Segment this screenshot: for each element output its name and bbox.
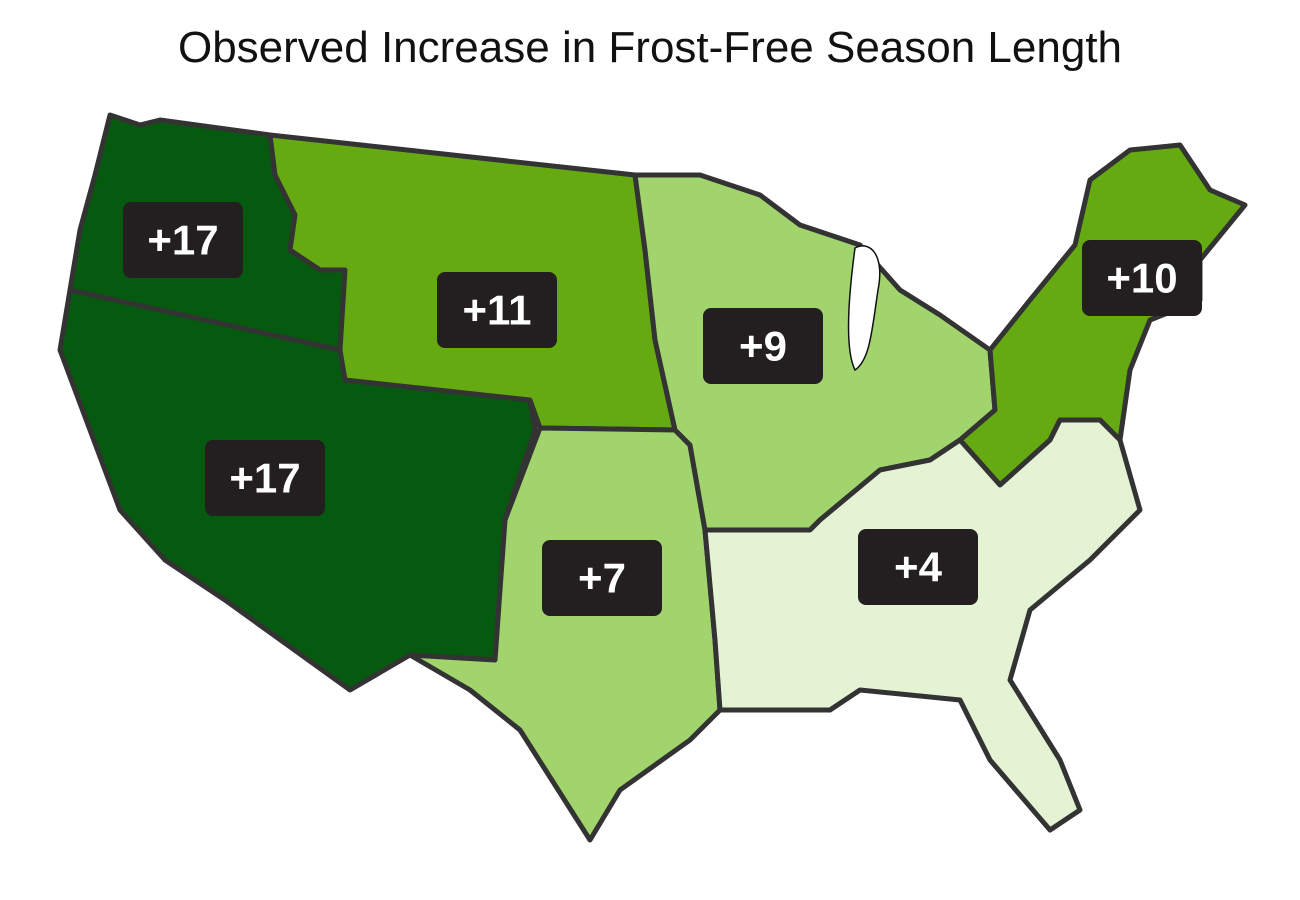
region-label: +10 bbox=[1106, 255, 1177, 302]
label-box bbox=[123, 202, 243, 278]
label-box bbox=[205, 440, 325, 516]
region-label: +9 bbox=[739, 323, 787, 370]
label-box bbox=[858, 529, 978, 605]
labels: +17 +17 +11 +7 +9 +10 +4 bbox=[123, 202, 1202, 616]
label-box bbox=[1082, 240, 1202, 316]
region-label: +17 bbox=[229, 455, 300, 502]
lake-michigan bbox=[847, 245, 881, 372]
region bbox=[702, 417, 1143, 833]
label-box bbox=[542, 540, 662, 616]
region-label: +11 bbox=[463, 287, 532, 334]
region-label: +4 bbox=[894, 544, 943, 591]
region-label: +7 bbox=[578, 555, 626, 602]
map-title: Observed Increase in Frost-Free Season L… bbox=[178, 23, 1122, 72]
label-box bbox=[437, 272, 557, 348]
region-label: +17 bbox=[147, 217, 218, 264]
label-box bbox=[703, 308, 823, 384]
